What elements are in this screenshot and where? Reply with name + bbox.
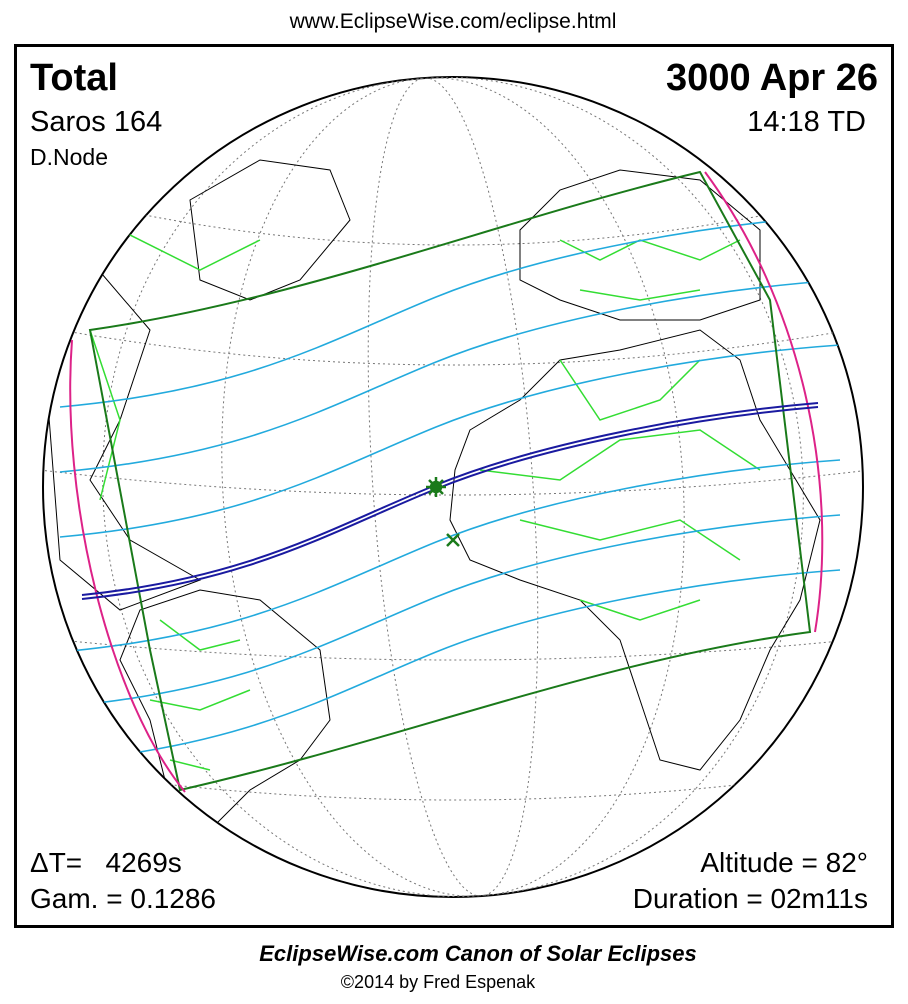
time: 14:18 TD (747, 106, 866, 138)
contour (59, 214, 841, 408)
credit: ©2014 by Fred Espenak (341, 972, 536, 992)
parallel (129, 779, 781, 801)
footer-title: EclipseWise.com Canon of Solar Eclipses (259, 941, 697, 966)
rise-set-curve (69, 339, 186, 793)
contour (59, 569, 841, 763)
contour (59, 344, 841, 538)
date: 3000 Apr 26 (666, 57, 878, 99)
greatest-eclipse (426, 477, 446, 497)
greatest-duration (446, 533, 460, 547)
altitude: Altitude = 82° (700, 847, 868, 878)
contour (59, 459, 841, 653)
url: www.EclipseWise.com/eclipse.html (289, 10, 617, 33)
node: D.Node (30, 144, 108, 170)
gamma: Gam. = 0.1286 (30, 883, 216, 914)
meridian (221, 77, 685, 897)
saros: Saros 164 (30, 106, 162, 138)
meridian (367, 77, 539, 897)
north-america (43, 259, 202, 611)
greenland (189, 159, 351, 301)
eclipse-type: Total (30, 57, 118, 99)
parallel (59, 329, 851, 366)
frame (14, 44, 894, 928)
parallel (59, 639, 851, 661)
country-borders (89, 229, 261, 771)
borders (89, 229, 761, 771)
contour (59, 514, 841, 708)
map-layers (43, 77, 863, 897)
penumbra-lines (59, 214, 841, 763)
parallel (43, 469, 863, 496)
duration: Duration = 02m11s (633, 883, 868, 914)
parallel (119, 209, 791, 246)
coastlines (43, 159, 821, 862)
rise-set-curve (704, 171, 824, 633)
country-borders (479, 239, 761, 621)
europe (519, 169, 761, 321)
penumbral-limit (88, 170, 812, 792)
contour (59, 279, 841, 473)
delta-t: ΔT= 4269s (30, 847, 182, 878)
africa (449, 329, 821, 771)
